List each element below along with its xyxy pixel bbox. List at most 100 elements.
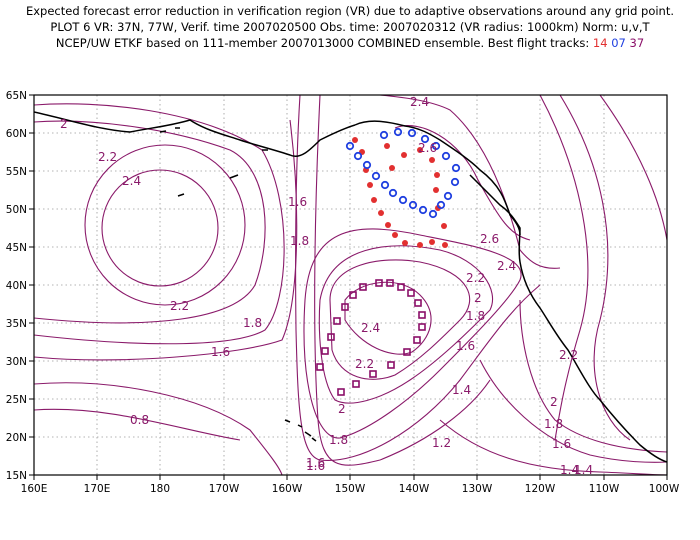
track-14-point <box>435 205 441 211</box>
track-14-point <box>434 172 440 178</box>
contour-lines <box>34 95 667 475</box>
lat-tick-label: 20N <box>6 432 27 444</box>
track-37-point <box>407 289 415 297</box>
contour-label: 1.8 <box>544 417 563 431</box>
track-07-point <box>388 188 398 198</box>
tick-marks <box>29 94 668 480</box>
contour-1.6-east <box>479 359 667 463</box>
contour-label: 1.4 <box>560 463 579 477</box>
lat-tick-label: 30N <box>6 356 27 368</box>
contour-label: 1.6 <box>552 437 571 451</box>
track-37-point <box>333 317 341 325</box>
track-14-point <box>371 197 377 203</box>
contour-label: 1.2 <box>432 436 451 450</box>
track-07-point <box>420 134 430 144</box>
contour-labels: 2.4 2.6 2 2.2 2.4 1.6 1.8 2.6 2.4 2.2 2.… <box>60 95 593 477</box>
track-07-point <box>443 191 453 201</box>
track-14-point <box>352 137 358 143</box>
lat-tick-label: 55N <box>6 166 27 178</box>
track-07-point <box>393 127 403 137</box>
contour-label: 2.4 <box>361 321 380 335</box>
track-label-07: 07 <box>611 36 626 50</box>
contour-1.8-west <box>34 103 285 345</box>
contour-1.8-pac <box>303 228 522 439</box>
contour-1.4-east <box>439 419 667 475</box>
coast-south-alaska <box>354 120 521 236</box>
track-37-point <box>341 303 349 311</box>
track-07-point <box>408 200 418 210</box>
contour-label: 2 <box>60 117 68 131</box>
track-07-point <box>345 141 355 151</box>
coast-canada-west <box>469 174 667 463</box>
contour-label: 0.8 <box>130 413 149 427</box>
contour-2.4-pac <box>344 281 432 355</box>
contour-label: 2.4 <box>122 174 141 188</box>
contour-0.8-west <box>34 408 241 441</box>
track-07-point <box>380 180 390 190</box>
track-14-point <box>392 232 398 238</box>
lat-tick-labels: 65N 60N 55N 50N 45N 40N 35N 30N 25N 20N … <box>6 90 27 482</box>
track-14-point <box>384 143 390 149</box>
track-37-point <box>316 363 324 371</box>
lat-tick-label: 60N <box>6 128 27 140</box>
lon-tick-label: 100W <box>649 483 680 495</box>
coastlines <box>34 111 667 463</box>
track-37-point <box>413 336 421 344</box>
lon-tick-label: 180 <box>150 483 170 495</box>
title-line-3-prefix: NCEP/UW ETKF based on 111-member 2007013… <box>55 36 590 50</box>
contour-1.6-pac <box>295 95 541 462</box>
title-line-3: NCEP/UW ETKF based on 111-member 2007013… <box>0 36 700 50</box>
contour-outer-west <box>34 382 283 475</box>
track-37-point <box>414 299 422 307</box>
contour-label: 2.2 <box>98 150 117 164</box>
lat-tick-label: 35N <box>6 318 27 330</box>
track-07-point <box>428 209 438 219</box>
lon-tick-label: 150W <box>335 483 366 495</box>
contour-label: 2 <box>338 402 346 416</box>
title-line-2: PLOT 6 VR: 37N, 77W, Verif. time 2007020… <box>50 20 650 34</box>
contour-label: 2 <box>550 395 558 409</box>
track-37-point <box>418 323 426 331</box>
contour-label: 1.6 <box>288 195 307 209</box>
contour-2.6-gulf <box>394 125 531 241</box>
track-07-point <box>450 177 460 187</box>
track-37-point <box>337 388 345 396</box>
contour-2.2-pac <box>329 259 471 380</box>
track-37-point <box>397 283 405 291</box>
track-07-point <box>407 128 417 138</box>
lat-tick-label: 45N <box>6 242 27 254</box>
track-14-point <box>442 242 448 248</box>
lat-tick-label: 65N <box>6 90 27 102</box>
contour-label: 1.8 <box>329 433 348 447</box>
contour-2.4-gulf <box>379 95 561 269</box>
contour-label: 2 <box>474 291 482 305</box>
track-14-point <box>429 157 435 163</box>
contour-label: 2.2 <box>170 299 189 313</box>
contour-label: 1.8 <box>243 316 262 330</box>
track-07-markers <box>345 127 461 219</box>
contour-2.4-west <box>101 169 219 287</box>
track-37-point <box>321 347 329 355</box>
track-14-point <box>417 147 423 153</box>
lon-tick-label: 130W <box>462 483 493 495</box>
lon-tick-label: 170E <box>84 483 111 495</box>
grid-lines <box>34 95 667 475</box>
contour-2-pac <box>318 245 494 404</box>
track-14-point <box>441 223 447 229</box>
track-14-point <box>367 182 373 188</box>
contour-1.4-pac <box>314 95 491 466</box>
lat-tick-label: 15N <box>6 470 27 482</box>
lat-tick-label: 40N <box>6 280 27 292</box>
track-14-point <box>429 239 435 245</box>
track-37-point <box>327 333 335 341</box>
track-14-point <box>401 152 407 158</box>
track-37-point <box>418 311 426 319</box>
track-07-point <box>398 195 408 205</box>
track-37-point <box>375 279 383 287</box>
lon-tick-label: 110W <box>589 483 620 495</box>
contour-label: 2.4 <box>497 259 516 273</box>
track-37-point <box>403 348 411 356</box>
lon-tick-label: 170W <box>209 483 240 495</box>
track-14-point <box>389 165 395 171</box>
